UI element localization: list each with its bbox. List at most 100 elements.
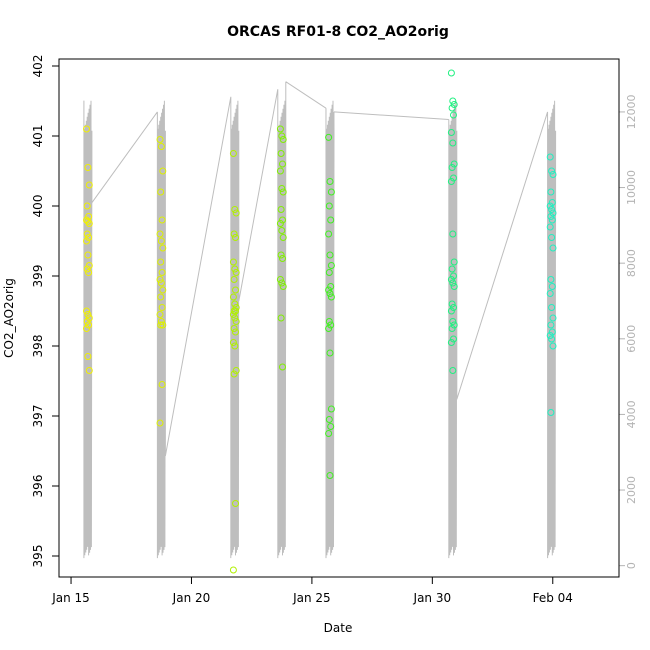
data-point xyxy=(546,290,554,297)
data-point xyxy=(279,255,286,262)
data-point xyxy=(450,174,457,182)
data-point xyxy=(548,234,556,241)
data-point xyxy=(232,500,239,507)
data-point xyxy=(449,230,457,238)
data-point xyxy=(157,321,165,329)
data-point xyxy=(325,430,333,437)
y-tick-label: 397 xyxy=(31,405,45,428)
data-point xyxy=(232,209,240,217)
data-point xyxy=(85,269,93,276)
x-axis-title: Date xyxy=(324,621,353,635)
data-point xyxy=(548,199,556,206)
data-point xyxy=(277,150,285,157)
data-point xyxy=(83,230,91,238)
data-point xyxy=(229,150,237,157)
data-point xyxy=(447,276,455,283)
data-point xyxy=(325,230,333,238)
plot-frame xyxy=(58,58,620,578)
data-point xyxy=(230,276,238,283)
data-point xyxy=(548,335,556,343)
data-point xyxy=(158,381,166,388)
data-point xyxy=(549,171,557,178)
data-point xyxy=(448,265,456,273)
data-point xyxy=(85,234,93,241)
data-point xyxy=(159,167,167,175)
data-point xyxy=(157,293,165,301)
data-point xyxy=(450,321,458,329)
y-tick-label: 400 xyxy=(31,195,45,218)
data-point xyxy=(83,318,91,325)
data-point xyxy=(156,230,164,238)
data-point xyxy=(84,311,92,318)
data-point xyxy=(230,370,238,378)
data-point xyxy=(449,139,457,147)
chart-title: ORCAS RF01-8 CO2_AO2orig xyxy=(227,24,449,40)
data-point xyxy=(156,276,164,283)
data-point xyxy=(157,258,165,266)
data-point xyxy=(325,286,333,294)
data-point xyxy=(232,318,240,325)
data-point xyxy=(327,405,335,413)
data-point xyxy=(549,244,557,252)
data-point xyxy=(325,202,333,210)
data-point xyxy=(276,220,284,227)
data-point xyxy=(327,321,335,329)
data-point xyxy=(276,125,284,133)
data-point xyxy=(278,185,286,192)
data-point xyxy=(448,300,456,308)
data-point xyxy=(232,234,239,241)
data-point xyxy=(159,244,167,252)
data-point xyxy=(276,276,284,283)
data-point xyxy=(548,206,556,213)
data-point xyxy=(447,69,455,77)
data-point xyxy=(450,160,458,168)
data-point xyxy=(158,304,166,311)
data-point xyxy=(229,293,237,301)
data-point xyxy=(447,339,455,346)
data-point xyxy=(231,265,239,273)
x-tick-label: Jan 15 xyxy=(51,591,90,605)
data-point xyxy=(326,472,334,479)
data-point xyxy=(326,178,334,185)
data-point xyxy=(447,129,455,136)
data-point xyxy=(547,213,555,220)
data-point xyxy=(325,133,333,141)
data-point xyxy=(85,367,93,374)
y-tick-label: 398 xyxy=(31,335,45,358)
data-point xyxy=(327,283,335,290)
data-point xyxy=(450,272,457,280)
data-point xyxy=(450,258,458,266)
data-point xyxy=(277,314,285,322)
data-point xyxy=(231,206,239,213)
data-point xyxy=(156,419,164,427)
data-point xyxy=(85,181,93,189)
data-point xyxy=(448,325,456,332)
data-point xyxy=(327,423,335,430)
data-point xyxy=(84,251,92,259)
data-point xyxy=(85,213,93,220)
data-point xyxy=(231,314,239,322)
data-point xyxy=(549,209,557,217)
data-point xyxy=(277,251,285,259)
data-point xyxy=(549,342,557,350)
data-point xyxy=(279,363,286,371)
data-point xyxy=(279,234,287,241)
data-point xyxy=(232,328,239,336)
data-point xyxy=(449,279,457,287)
data-point xyxy=(325,416,333,423)
data-point xyxy=(546,153,554,161)
x-tick-label: Jan 20 xyxy=(172,591,211,605)
data-point xyxy=(447,307,455,315)
data-point xyxy=(83,125,90,133)
data-point xyxy=(327,262,335,269)
y2-tick-label: 6000 xyxy=(625,325,638,353)
data-point xyxy=(548,283,556,290)
data-point xyxy=(85,220,93,227)
data-point xyxy=(230,230,238,238)
data-point xyxy=(547,276,555,283)
data-point xyxy=(229,311,237,318)
data-point xyxy=(159,321,167,329)
x-tick-label: Feb 04 xyxy=(533,591,573,605)
